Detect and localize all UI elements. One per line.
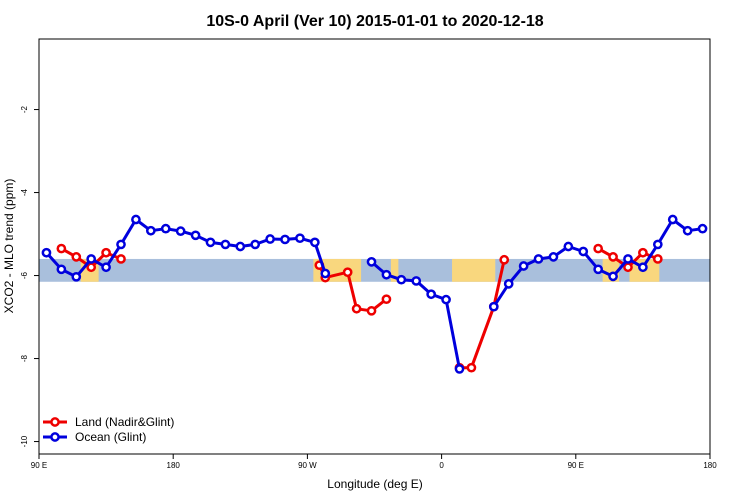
legend-marker [50,417,60,427]
data-point [342,267,353,278]
data-point [381,294,392,305]
x-tick-label: 90 E [568,461,584,470]
data-point [518,261,529,271]
band-land [390,258,399,282]
data-point [101,262,111,273]
x-axis-label: Longitude (deg E) [327,477,422,491]
data-point [250,239,261,250]
data-point [499,254,510,265]
data-point [608,271,618,282]
y-tick-label: -2 [20,105,29,113]
legend: Land (Nadir&Glint)Ocean (Glint) [43,415,174,444]
data-point [131,214,141,225]
y-axis: -2 -4 -6 -8 -10 [20,105,39,447]
data-point [593,243,604,254]
data-point [71,252,82,262]
data-point [488,301,499,312]
data-point [652,239,663,250]
data-point [697,223,708,234]
data-point [548,252,559,262]
y-tick-label: -4 [20,188,29,196]
data-point [310,237,320,248]
data-point [426,289,437,300]
x-tick-label: 180 [703,461,717,470]
data-point [86,262,97,273]
data-point [160,223,171,234]
band-ocean [39,258,710,282]
data-point [667,214,678,225]
data-point [638,262,648,273]
data-point [320,268,331,279]
data-point [366,305,377,316]
data-point [608,252,618,262]
data-point [563,241,574,252]
plot-frame [38,38,711,455]
data-point [441,294,451,305]
data-point [295,233,305,244]
x-tick-label: 0 [439,461,444,470]
x-tick-label: 90 W [298,461,317,470]
y-tick-label: -8 [20,354,29,362]
data-point [638,247,648,258]
data-point [116,254,126,264]
data-point [265,234,275,244]
data-point [503,279,514,289]
data-point [652,254,663,264]
data-point [41,247,52,258]
chart-title: 10S-0 April (Ver 10) 2015-01-01 to 2020-… [206,13,543,30]
data-point [190,230,201,241]
data-point [116,239,126,250]
series-ocean [41,214,708,374]
series-layer [41,214,708,374]
data-point [175,226,186,236]
data-point [411,276,422,286]
legend-marker [50,432,60,442]
data-point [71,271,82,282]
data-point [396,274,407,285]
data-point [466,362,477,373]
data-point [366,257,377,267]
data-point [205,237,216,248]
band-land [452,258,496,282]
series-line [459,259,506,370]
x-tick-label: 90 E [31,461,47,470]
data-point [578,246,589,257]
data-point [381,269,392,280]
data-point [101,247,111,258]
data-point [56,243,67,254]
x-axis: 90 E 180 90 W 0 90 E 180 [31,454,717,470]
data-point [86,254,97,264]
data-point [56,264,67,275]
data-point [593,264,604,275]
legend-label: Ocean (Glint) [75,430,146,444]
data-point [682,225,693,236]
data-point [145,225,156,236]
data-point [220,239,231,250]
data-point [235,241,246,252]
data-point [533,254,544,264]
data-point [280,234,290,245]
data-point [623,254,633,264]
legend-label: Land (Nadir&Glint) [75,415,174,429]
data-point [623,262,633,273]
y-tick-label: -10 [20,435,29,447]
y-tick-label: -6 [20,271,29,279]
data-point [351,303,362,314]
y-axis-label: XCO2 - MLO trend (ppm) [2,179,16,314]
data-point [454,364,465,374]
x-tick-label: 180 [167,461,181,470]
